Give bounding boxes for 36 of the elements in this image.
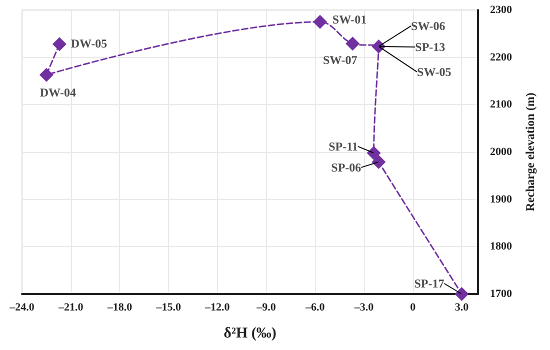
x-axis-title: δ²H (‰) — [224, 326, 276, 342]
x-tick-label: –21.0 — [57, 302, 84, 314]
annotation: SP-11 — [328, 139, 358, 154]
x-tick-label: 3.0 — [454, 302, 470, 314]
annotation: SW-05 — [417, 64, 452, 79]
annotation: DW-05 — [70, 36, 108, 51]
x-tick-label: –6.0 — [304, 302, 326, 314]
annotation: SW-01 — [332, 12, 367, 26]
x-tick-label: –3.0 — [353, 302, 374, 314]
point — [346, 36, 360, 51]
annotation: SP-13 — [415, 40, 446, 54]
y-tick-label: 2200 — [490, 51, 512, 64]
y-tick-label: 2000 — [490, 146, 512, 158]
annotation: SP-06 — [331, 160, 362, 174]
annotation: SW-06 — [411, 18, 446, 33]
x-tick-label: –9.0 — [256, 302, 276, 314]
point — [52, 37, 66, 52]
point — [454, 287, 469, 301]
y-tick-label: 2100 — [490, 98, 512, 111]
x-tick-label: 0 — [410, 302, 416, 314]
y-tick-label: 1700 — [490, 288, 512, 300]
annotation: DW-04 — [40, 85, 76, 100]
x-tick-label: –12.0 — [204, 302, 230, 314]
point — [366, 146, 381, 160]
point — [372, 154, 386, 169]
point — [313, 14, 328, 29]
y-tick-label: 1900 — [490, 193, 512, 206]
x-tick-label: –24.0 — [8, 302, 35, 314]
annotation: SW-07 — [322, 53, 358, 68]
x-tick-label: –15.0 — [155, 302, 182, 314]
annotation: SP-17 — [414, 276, 444, 290]
y-tick-label: 2300 — [490, 4, 512, 16]
y-tick-label: 1800 — [490, 240, 512, 253]
x-tick-label: –18.0 — [106, 302, 133, 314]
y-axis-title: Recharge elevation (m) — [523, 92, 537, 212]
point — [39, 68, 54, 82]
